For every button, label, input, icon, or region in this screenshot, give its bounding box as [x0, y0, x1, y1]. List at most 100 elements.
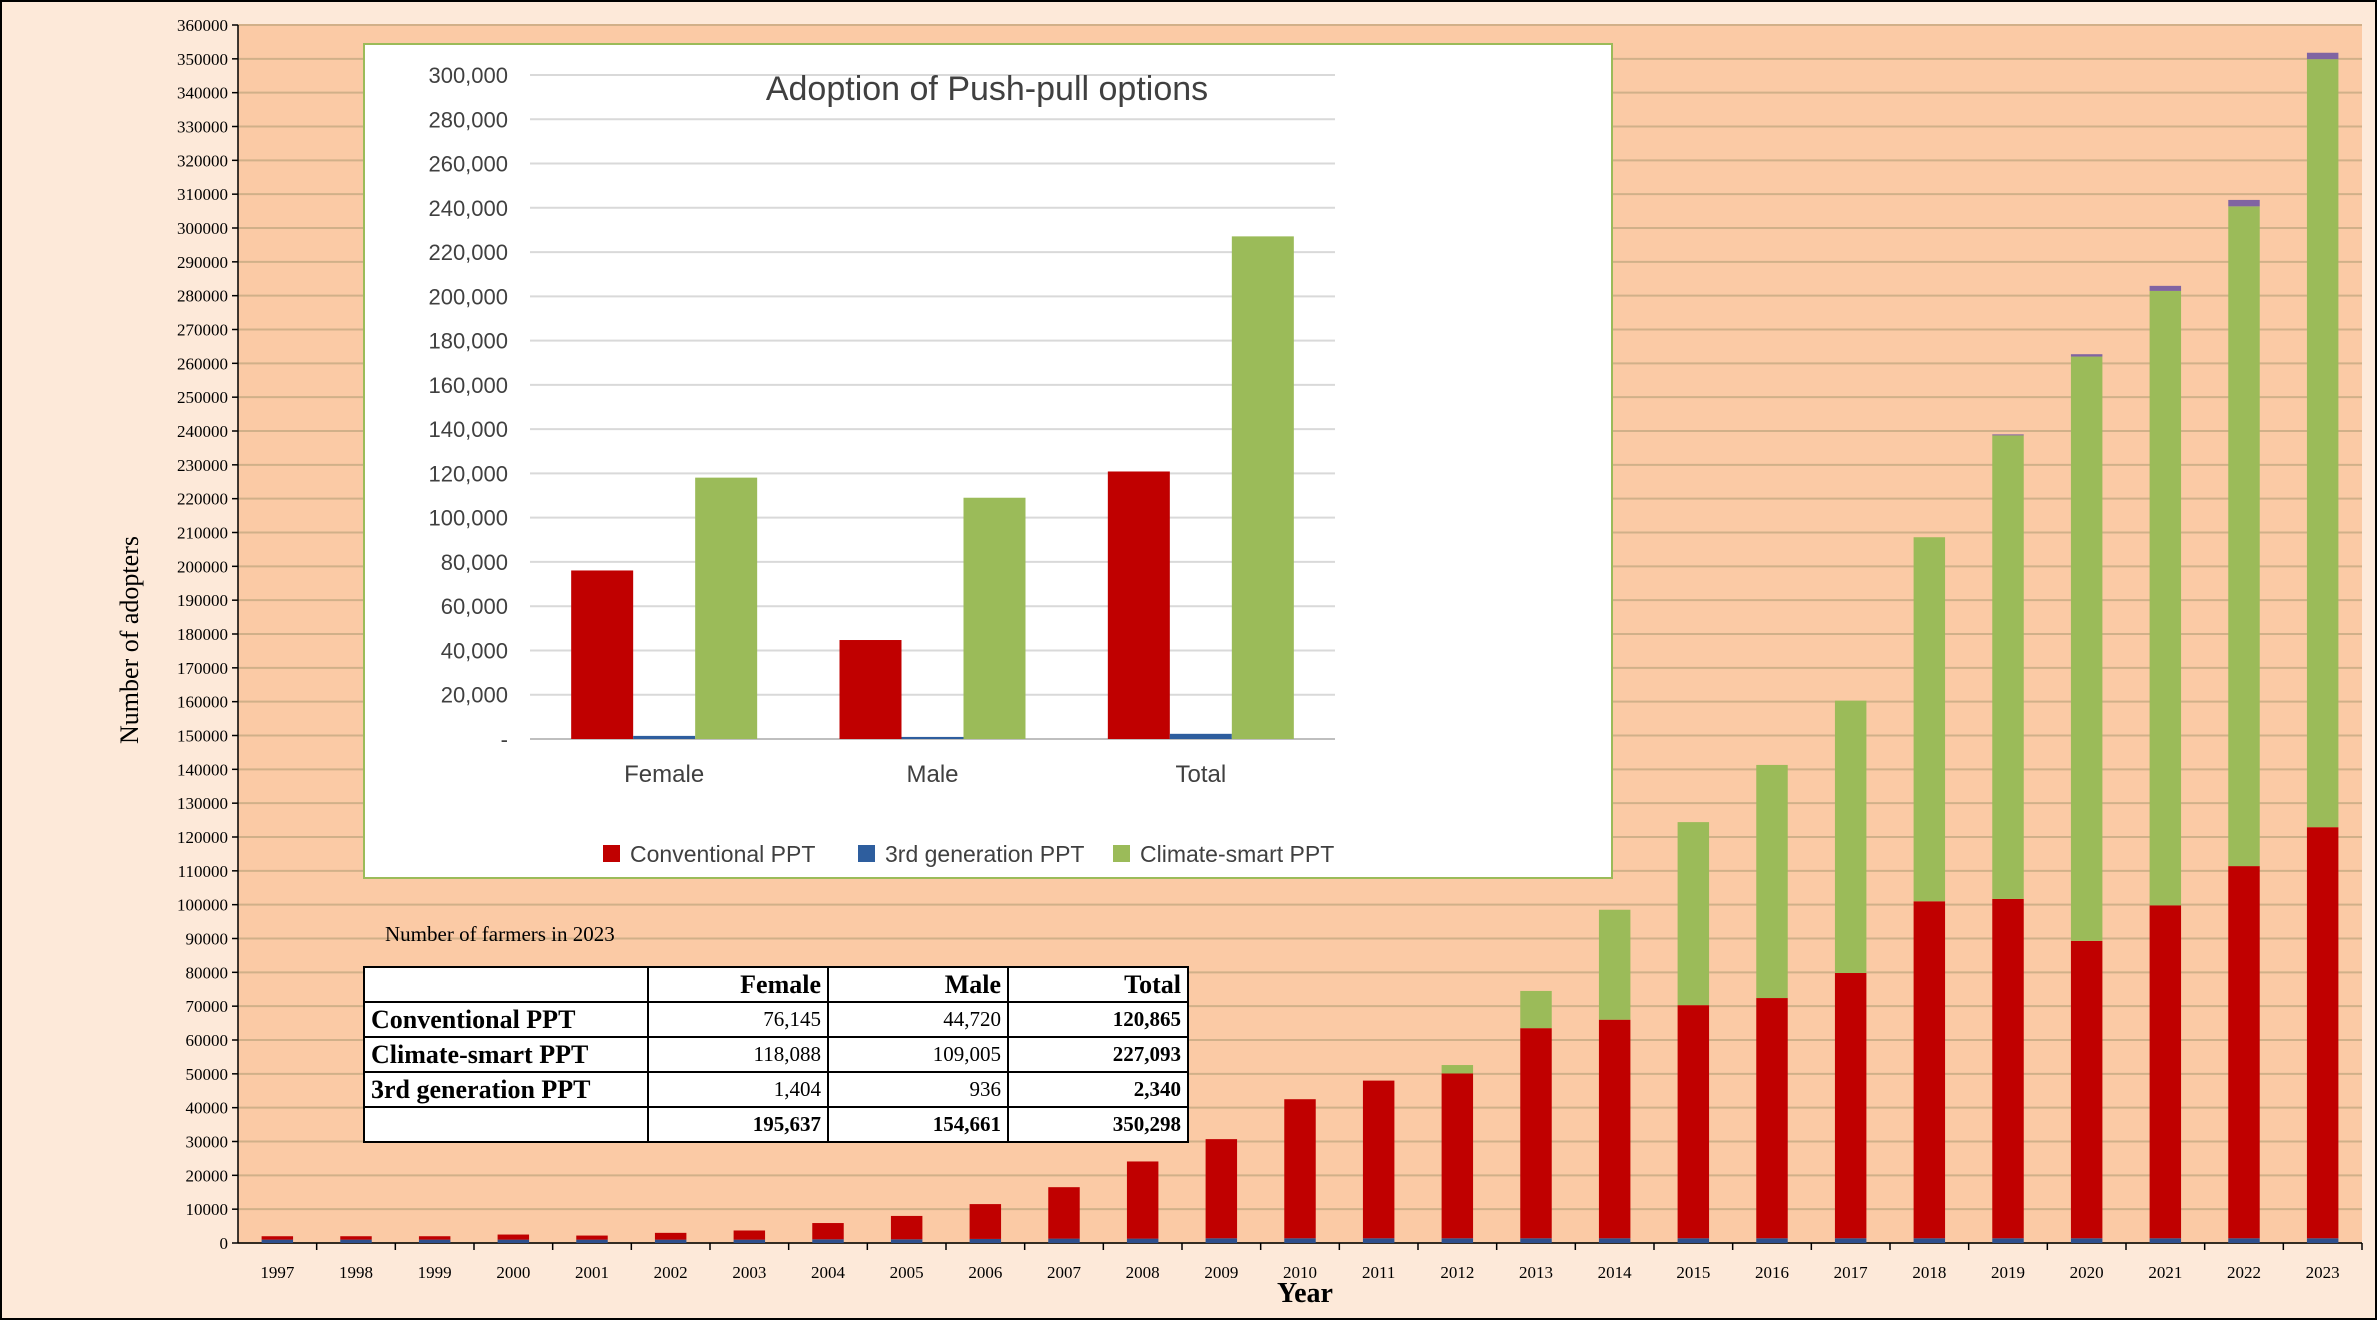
y-tick-label: 20,000: [441, 683, 508, 708]
bar-segment-blue: [1913, 1238, 1946, 1243]
bar-segment-blue: [2149, 1238, 2182, 1243]
bar-climate-smart-ppt: [695, 477, 758, 739]
x-tick-label: 2009: [1204, 1263, 1238, 1282]
bar-segment-red: [576, 1235, 608, 1240]
bar-segment-red: [1913, 901, 1946, 1239]
bar-3rd-generation-ppt: [633, 735, 696, 739]
x-tick-label: 1999: [418, 1263, 452, 1282]
bar-segment-blue: [969, 1238, 1002, 1243]
table-row: Conventional PPT 76,145 44,720 120,865: [363, 1001, 1189, 1038]
bar-segment-blue: [654, 1239, 687, 1243]
y-tick-label: 230000: [177, 456, 228, 475]
y-tick-label: 50000: [186, 1065, 229, 1084]
bar-segment-blue: [1677, 1238, 1710, 1243]
bar-segment-red: [418, 1236, 451, 1240]
y-tick-label: 290000: [177, 253, 228, 272]
x-tick-label: 2016: [1755, 1263, 1789, 1282]
bar-segment-red: [733, 1230, 766, 1240]
y-tick-label: -: [501, 727, 508, 752]
y-tick-label: 180000: [177, 625, 228, 644]
bar-segment-green: [1598, 909, 1631, 1020]
cell-female: 118,088: [647, 1036, 829, 1073]
y-tick-label: 100000: [177, 896, 228, 915]
x-tick-label: 1997: [260, 1263, 295, 1282]
legend-swatch: [858, 845, 875, 862]
x-tick-label: 2015: [1676, 1263, 1710, 1282]
x-tick-label: 2000: [496, 1263, 530, 1282]
bar-conventional-ppt: [1107, 471, 1170, 739]
y-tick-label: 260000: [177, 354, 228, 373]
cell-male: 936: [827, 1071, 1009, 1108]
bar-segment-blue: [1756, 1238, 1788, 1243]
column-header-male: Male: [827, 966, 1009, 1003]
bar-segment-green: [2070, 356, 2103, 941]
y-tick-label: 270000: [177, 321, 228, 340]
y-tick-label: 190000: [177, 591, 228, 610]
cell-grand-total: 350,298: [1007, 1106, 1189, 1143]
y-tick-label: 340000: [177, 84, 228, 103]
y-tick-label: 200,000: [428, 284, 508, 309]
x-tick-label: 2021: [2148, 1263, 2182, 1282]
table-row: Climate-smart PPT 118,088 109,005 227,09…: [363, 1036, 1189, 1073]
inset-chart-panel: - 20,000 40,000 60,000 80,000 100,000 120,000 1…: [363, 43, 1613, 879]
y-tick-label: 260,000: [428, 152, 508, 177]
bar-segment-blue: [1992, 1238, 2024, 1243]
bar-segment-blue: [1126, 1238, 1159, 1243]
bar-segment-red: [1992, 898, 2024, 1239]
y-tick-label: 80000: [186, 963, 229, 982]
legend-label: Conventional PPT: [630, 841, 815, 867]
bar-segment-green: [1913, 537, 1946, 902]
table-totals-row: 195,637 154,661 350,298: [363, 1106, 1189, 1143]
x-tick-label: 2008: [1126, 1263, 1160, 1282]
legend-label: 3rd generation PPT: [885, 841, 1084, 867]
bar-segment-blue: [340, 1239, 372, 1243]
y-axis-title: Number of adopters: [115, 536, 144, 744]
bar-segment-red: [497, 1234, 530, 1240]
bar-segment-red: [1756, 998, 1788, 1239]
y-tick-label: 170000: [177, 659, 228, 678]
legend-swatch: [1113, 845, 1130, 862]
y-tick-label: 70000: [186, 997, 229, 1016]
y-tick-label: 350000: [177, 50, 228, 69]
x-tick-label: 2004: [811, 1263, 846, 1282]
table-corner-cell: [363, 966, 649, 1003]
y-tick-label: 110000: [178, 862, 228, 881]
bar-segment-green: [1677, 822, 1710, 1006]
bar-segment-red: [654, 1232, 687, 1240]
y-tick-label: 0: [220, 1234, 229, 1253]
x-tick-label: 2013: [1519, 1263, 1553, 1282]
row-label-3rd-generation: 3rd generation PPT: [363, 1071, 649, 1108]
x-tick-label: 2014: [1598, 1263, 1633, 1282]
y-tick-label: 240000: [177, 422, 228, 441]
y-tick-label: 140,000: [428, 417, 508, 442]
bar-segment-green: [1520, 990, 1552, 1029]
bar-segment-blue: [2070, 1238, 2103, 1243]
bar-segment-green: [1834, 700, 1867, 974]
row-label-climate-smart: Climate-smart PPT: [363, 1036, 649, 1073]
bar-segment-blue: [1441, 1238, 1474, 1243]
y-tick-label: 100,000: [428, 506, 508, 531]
bar-segment-green: [2149, 290, 2182, 906]
x-tick-label: Total: [1175, 761, 1226, 788]
bar-3rd-generation-ppt: [1169, 733, 1232, 739]
bar-segment-blue: [261, 1239, 294, 1243]
x-axis-title: Year: [1277, 1278, 1333, 1309]
y-tick-label: 240,000: [428, 196, 508, 221]
y-tick-label: 10000: [186, 1200, 229, 1219]
push-pull-options-chart: - 20,000 40,000 60,000 80,000 100,000 120,000 1…: [428, 63, 1335, 867]
x-tick-label: 2003: [732, 1263, 766, 1282]
y-tick-label: 160,000: [428, 373, 508, 398]
bar-segment-red: [1677, 1005, 1710, 1239]
y-tick-label: 210000: [177, 524, 228, 543]
y-tick-label: 150000: [177, 727, 228, 746]
bar-segment-red: [969, 1204, 1002, 1239]
x-tick-label: 2012: [1440, 1263, 1474, 1282]
y-tick-label: 200000: [177, 557, 228, 576]
y-tick-label: 300000: [177, 219, 228, 238]
bar-segment-green: [1992, 435, 2024, 899]
cell-female-total: 195,637: [647, 1106, 829, 1143]
bar-segment-red: [1048, 1187, 1080, 1239]
bar-segment-red: [890, 1215, 923, 1240]
bar-segment-blue: [576, 1239, 608, 1243]
